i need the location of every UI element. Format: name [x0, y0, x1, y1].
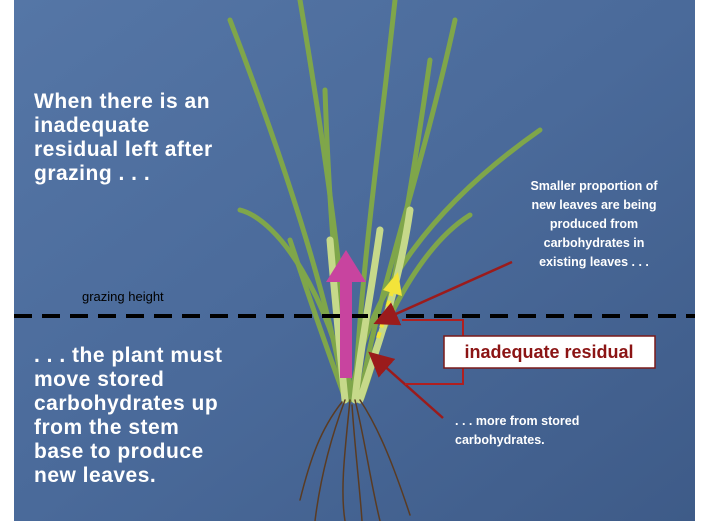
grazing-height-label: grazing height: [82, 289, 164, 304]
text-line: carbohydrates up: [34, 392, 218, 415]
pointer-arrow: [373, 260, 513, 326]
text-line: base to produce: [34, 440, 204, 463]
stored-note: . . . more from stored carbohydrates.: [455, 414, 579, 447]
residual-label: inadequate residual: [464, 342, 633, 362]
text-line: existing leaves . . .: [539, 255, 649, 269]
text-line: produced from: [550, 217, 638, 231]
text-line: new leaves are being: [531, 198, 656, 212]
conclusion-text: . . . the plant must move stored carbohydr…: [34, 344, 223, 487]
stored-carbohydrate-arrow: [326, 250, 366, 378]
residual-box: [443, 335, 656, 369]
text-line: carbohydrates in: [544, 236, 645, 250]
text-line: inadequate: [34, 114, 150, 137]
text-line: residual left after: [34, 138, 213, 161]
text-line: grazing . . .: [34, 162, 150, 185]
intro-text: When there is an inadequate residual left …: [34, 90, 213, 185]
text-line: . . . the plant must: [34, 344, 223, 367]
text-line: carbohydrates.: [455, 433, 545, 447]
text-line: Smaller proportion of: [530, 179, 658, 193]
pointer-arrow: [368, 351, 444, 419]
text-line: move stored: [34, 368, 164, 391]
text-line: from the stem: [34, 416, 179, 439]
existing-leaves-note: Smaller proportion of new leaves are bein…: [530, 179, 658, 269]
text-line: When there is an: [34, 90, 210, 113]
text-line: . . . more from stored: [455, 414, 579, 428]
text-line: new leaves.: [34, 464, 156, 487]
